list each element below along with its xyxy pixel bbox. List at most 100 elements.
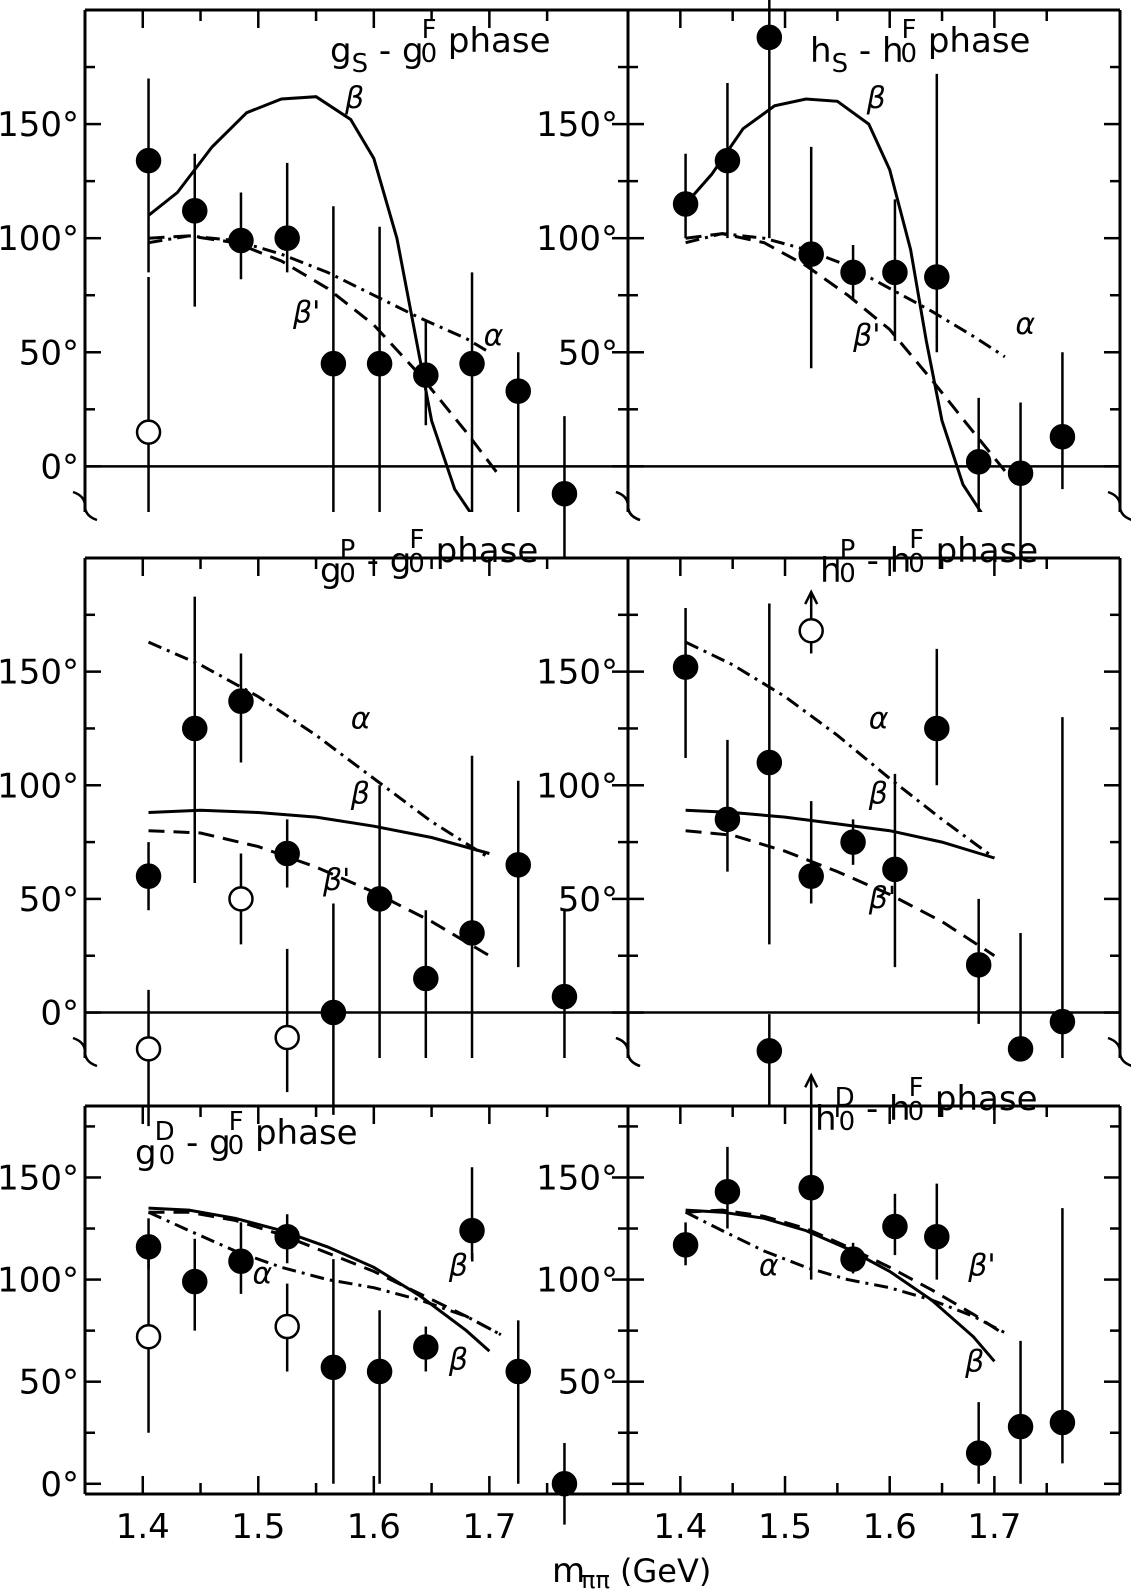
data-point-filled	[798, 1174, 824, 1201]
title-part: S	[832, 49, 849, 79]
curve-label: β'	[868, 881, 896, 916]
title-part: D	[155, 1117, 175, 1147]
data-point-open	[135, 419, 162, 445]
x-tick-label: 1.4	[653, 1507, 707, 1547]
curve-dashed	[148, 1210, 502, 1337]
panel-title: gS - gF 0 phase	[330, 15, 551, 79]
y-tick-label: 100°	[0, 1261, 79, 1301]
title-part: 0	[408, 549, 425, 579]
title-part: 0	[901, 39, 918, 69]
title-part: -	[856, 541, 890, 581]
y-tick-label: 50°	[558, 333, 618, 373]
title-part: 0	[339, 559, 356, 589]
data-point-filled	[228, 1248, 254, 1274]
data-point-filled	[366, 1358, 393, 1385]
curve-label: β	[866, 81, 886, 116]
data-point-filled	[274, 840, 300, 867]
title-part: F	[422, 15, 437, 45]
data-point-filled	[965, 1440, 992, 1466]
curve-solid	[148, 1206, 491, 1353]
title-part: h	[820, 551, 842, 591]
data-points	[135, 1167, 578, 1525]
y-tick-label: 50°	[558, 1363, 618, 1403]
title-part: g	[320, 551, 342, 591]
curve-label: α	[253, 1257, 273, 1292]
title-part: h	[882, 31, 904, 71]
curve-label: β	[344, 81, 364, 116]
data-point-filled	[320, 1354, 347, 1381]
data-point-filled	[182, 198, 208, 224]
y-tick-label: 100°	[0, 766, 79, 806]
data-point-filled	[1007, 1036, 1034, 1062]
axis-break-mark	[1107, 490, 1131, 521]
data-point-open	[135, 1324, 162, 1350]
title-part: h	[815, 1099, 837, 1139]
curve-dashdot	[147, 1210, 502, 1337]
data-point-open	[798, 617, 824, 644]
title-part: -	[356, 541, 390, 581]
curve-solid	[147, 95, 472, 512]
data-point-filled	[756, 24, 783, 51]
data-point-filled	[413, 965, 439, 992]
y-tick-label: 0°	[40, 1465, 79, 1505]
arrow-icon	[804, 589, 819, 605]
data-point-open	[274, 1313, 300, 1340]
title-part: P	[840, 535, 856, 565]
panel-title: hS - hF 0 phase	[810, 15, 1030, 79]
x-tick-label: 1.5	[758, 1507, 812, 1547]
title-part: g	[402, 31, 424, 71]
theory-curves	[684, 1208, 1006, 1363]
y-tick-label: 150°	[536, 653, 618, 693]
title-part: 0	[159, 1141, 176, 1171]
y-tick-label: 150°	[536, 105, 618, 145]
data-point-filled	[274, 225, 300, 251]
y-tick-label: 50°	[19, 333, 79, 373]
title-part: g	[209, 1123, 231, 1163]
data-point-filled	[882, 856, 908, 883]
title-part: D	[835, 1083, 855, 1113]
data-point-filled	[714, 1179, 741, 1205]
data-point-open	[135, 1036, 162, 1062]
data-point-filled	[672, 1232, 699, 1258]
data-point-filled	[459, 1217, 485, 1244]
y-tick-label: 0°	[40, 994, 79, 1034]
curve-label: β'	[292, 296, 320, 331]
title-part: phase	[425, 531, 538, 571]
data-point-open	[228, 886, 254, 912]
y-tick-label: 0°	[40, 447, 79, 487]
curve-dashed	[685, 829, 996, 957]
data-point-filled	[756, 1038, 783, 1064]
title-part: S	[352, 49, 369, 79]
axis-break-mark	[72, 1036, 98, 1068]
data-points	[672, 1014, 1076, 1484]
x-axis-label-m: m	[552, 1551, 585, 1591]
title-part: -	[368, 31, 402, 71]
data-point-filled	[320, 999, 347, 1026]
data-point-filled	[882, 1213, 908, 1240]
y-tick-label: 150°	[0, 105, 79, 145]
title-part: 0	[908, 1097, 925, 1127]
curve-label: β	[448, 1342, 468, 1377]
data-point-filled	[366, 350, 393, 377]
x-tick-label: 1.4	[116, 1507, 170, 1547]
data-point-filled	[459, 920, 485, 946]
curve-dashdot	[147, 640, 491, 860]
title-part: phase	[437, 21, 550, 61]
data-points	[135, 596, 578, 1127]
title-part: h	[889, 1089, 911, 1129]
data-point-filled	[551, 480, 578, 507]
y-tick-label: 150°	[0, 1158, 79, 1198]
data-point-filled	[714, 147, 741, 174]
x-axis-title: m ππ (GeV)	[552, 1551, 711, 1591]
data-point-filled	[1049, 1409, 1076, 1436]
data-point-filled	[840, 829, 866, 855]
data-point-filled	[182, 1268, 208, 1295]
data-point-filled	[1049, 1008, 1076, 1035]
curve-label: β'	[322, 863, 350, 898]
theory-curves	[147, 1206, 502, 1353]
title-part: -	[175, 1123, 209, 1163]
curve-dashdot	[148, 234, 491, 354]
data-point-filled	[505, 852, 531, 878]
data-point-filled	[965, 952, 992, 978]
